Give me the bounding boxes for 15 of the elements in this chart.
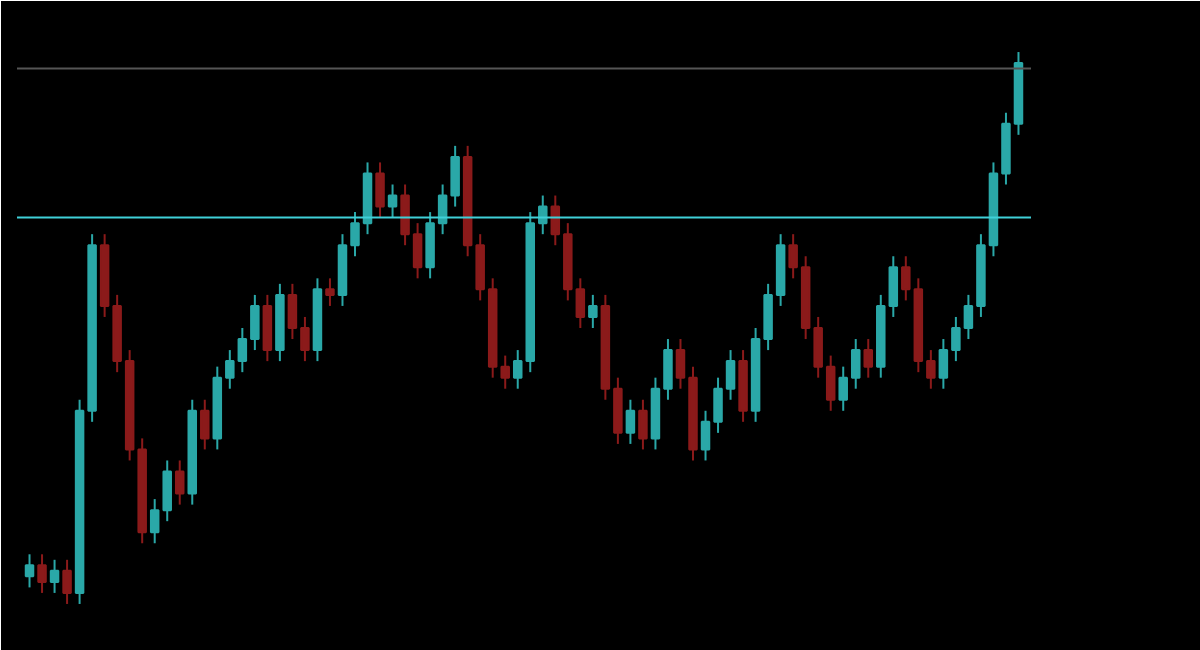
candlestick [24,553,35,589]
candlestick [325,277,335,307]
candlestick [863,338,874,379]
candlestick [512,349,523,390]
candlestick [49,558,60,594]
candlestick [262,293,273,363]
candlestick [588,293,598,329]
candlestick [387,183,398,219]
candlestick [625,398,636,445]
candlestick [638,398,648,451]
candlestick [200,398,210,451]
candlestick [375,161,385,219]
candlestick [37,553,47,594]
candlestick [174,459,185,506]
candlestick [62,558,72,605]
